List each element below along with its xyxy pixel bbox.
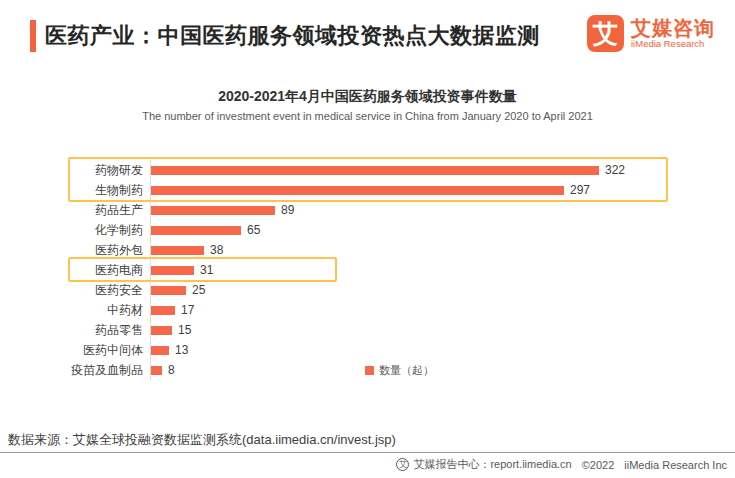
bar <box>151 186 564 195</box>
logo-name-cn: 艾媒咨询 <box>631 18 715 39</box>
category-label: 医药中间体 <box>68 342 150 359</box>
chart-row: 医药电商 31 <box>68 260 688 280</box>
category-label: 医药安全 <box>68 282 150 299</box>
chart-row: 药物研发 322 <box>68 160 688 180</box>
bar <box>151 206 275 215</box>
bar-value: 13 <box>175 343 188 357</box>
data-source: 数据来源：艾媒全球投融资数据监测系统(data.iimedia.cn/inves… <box>8 431 396 449</box>
category-label: 化学制药 <box>68 222 150 239</box>
category-label: 中药材 <box>68 302 150 319</box>
iimedia-logo-icon: 艾 <box>587 15 624 52</box>
logo-text: 艾媒咨询 iiMedia Research <box>631 18 715 49</box>
footer-copyright: ©2022 <box>582 459 615 471</box>
bar-value: 8 <box>168 363 175 377</box>
bar-value: 25 <box>192 283 205 297</box>
chart-subtitle: The number of investment event in medica… <box>0 110 735 122</box>
bar <box>151 166 599 175</box>
chart-rows: 药物研发322生物制药297药品生产89化学制药65医药外包38医药电商31医药… <box>68 160 688 380</box>
bar-track: 13 <box>150 340 688 360</box>
bar <box>151 286 186 295</box>
header: 医药产业：中国医药服务领域投资热点大数据监测 艾 艾媒咨询 iiMedia Re… <box>30 14 715 58</box>
bar-track: 65 <box>150 220 688 240</box>
bar-value: 31 <box>200 263 213 277</box>
legend-label: 数量（起） <box>379 363 434 378</box>
category-label: 生物制药 <box>68 182 150 199</box>
legend-swatch <box>365 366 374 375</box>
bar <box>151 346 169 355</box>
category-label: 药品生产 <box>68 202 150 219</box>
bar-track: 17 <box>150 300 688 320</box>
bar-track: 25 <box>150 280 688 300</box>
bar-chart: 药物研发322生物制药297药品生产89化学制药65医药外包38医药电商31医药… <box>68 160 688 380</box>
category-label: 医药外包 <box>68 242 150 259</box>
bar-track: 322 <box>150 160 688 180</box>
bar <box>151 266 194 275</box>
bar-track: 89 <box>150 200 688 220</box>
chart-row: 化学制药 65 <box>68 220 688 240</box>
bar-value: 89 <box>281 203 294 217</box>
bar-track: 15 <box>150 320 688 340</box>
bar-value: 38 <box>210 243 223 257</box>
iimedia-logo: 艾 艾媒咨询 iiMedia Research <box>587 15 715 52</box>
bar-value: 15 <box>178 323 191 337</box>
page-title: 医药产业：中国医药服务领域投资热点大数据监测 <box>45 21 540 51</box>
bar-value: 65 <box>247 223 260 237</box>
bar-track: 297 <box>150 180 688 200</box>
chart-row: 医药安全 25 <box>68 280 688 300</box>
footer: 艾 艾媒报告中心：report.iimedia.cn ©2022 iiMedia… <box>396 457 727 472</box>
chart-row: 药品生产 89 <box>68 200 688 220</box>
bar <box>151 306 175 315</box>
report-page: 医药产业：中国医药服务领域投资热点大数据监测 艾 艾媒咨询 iiMedia Re… <box>0 0 735 478</box>
chart-legend: 数量（起） <box>365 363 434 378</box>
bar-value: 17 <box>181 303 194 317</box>
chart-row: 医药中间体 13 <box>68 340 688 360</box>
bar-value: 322 <box>605 163 625 177</box>
footer-company: iiMedia Research Inc <box>624 459 727 471</box>
accent-bar <box>30 20 36 52</box>
iimedia-badge-icon: 艾 <box>396 458 409 471</box>
category-label: 医药电商 <box>68 262 150 279</box>
bar-track: 38 <box>150 240 688 260</box>
chart-row: 生物制药 297 <box>68 180 688 200</box>
bar-track: 31 <box>150 260 688 280</box>
footer-report-center: 艾媒报告中心：report.iimedia.cn <box>413 457 571 472</box>
chart-title: 2020-2021年4月中国医药服务领域投资事件数量 <box>0 88 735 106</box>
bar-value: 297 <box>570 183 590 197</box>
bar <box>151 226 241 235</box>
chart-row: 中药材 17 <box>68 300 688 320</box>
bar <box>151 246 204 255</box>
category-label: 药物研发 <box>68 162 150 179</box>
footer-divider <box>0 452 735 453</box>
category-label: 药品零售 <box>68 322 150 339</box>
bar <box>151 366 162 375</box>
category-label: 疫苗及血制品 <box>68 362 150 379</box>
chart-row: 药品零售 15 <box>68 320 688 340</box>
bar <box>151 326 172 335</box>
chart-row: 医药外包 38 <box>68 240 688 260</box>
logo-name-en: iiMedia Research <box>631 39 715 49</box>
